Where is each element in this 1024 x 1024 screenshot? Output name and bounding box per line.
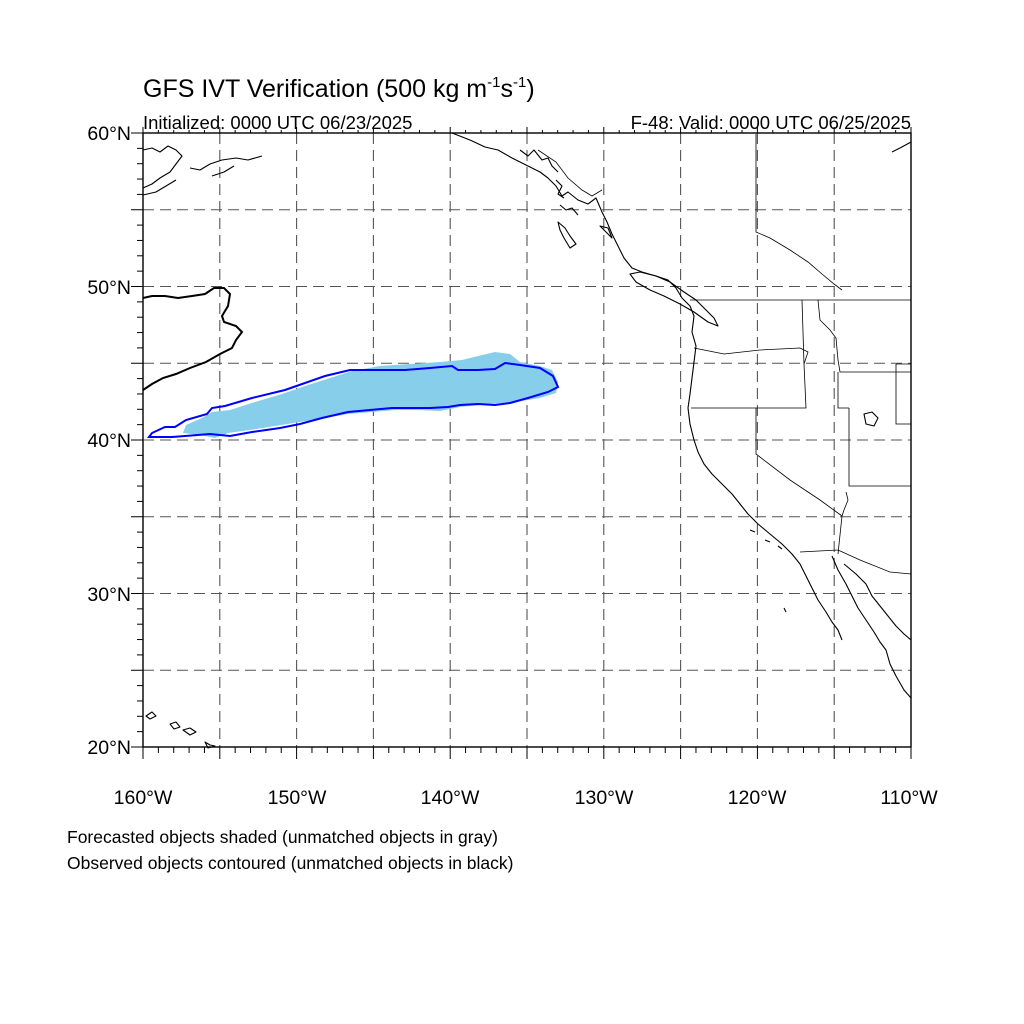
alaska-islands	[519, 149, 613, 249]
map-title: GFS IVT Verification (500 kg m-1s-1)	[143, 74, 535, 103]
valid-label: F-48: Valid: 0000 UTC 06/25/2025	[631, 112, 911, 133]
map-panel	[131, 127, 912, 759]
latitude-labels: 20°N 30°N 40°N 50°N 60°N	[87, 123, 131, 759]
canada-internal-borders	[537, 134, 843, 291]
lat-label-20: 20°N	[87, 737, 131, 759]
forecast-object	[183, 352, 558, 438]
wyoming-border	[895, 363, 911, 425]
california-nevada-border	[755, 408, 843, 517]
lon-label-120w: 120°W	[728, 787, 787, 809]
lon-label-160w: 160°W	[114, 787, 173, 809]
utah-border	[837, 372, 911, 487]
lon-label-130w: 130°W	[575, 787, 634, 809]
lon-label-110w: 110°W	[880, 787, 938, 809]
mexico-border	[799, 491, 912, 575]
lat-label-60: 60°N	[87, 123, 131, 145]
hawaii-islands	[145, 711, 216, 749]
lat-label-40: 40°N	[87, 430, 131, 452]
north-coastline	[891, 141, 912, 153]
forecast-note: Forecasted objects shaded (unmatched obj…	[67, 827, 498, 847]
political-borders	[537, 134, 912, 575]
great-salt-lake	[863, 411, 879, 427]
observed-object-contour	[147, 361, 560, 438]
longitude-labels: 160°W 150°W 140°W 130°W 120°W 110°W	[114, 787, 939, 809]
idaho-border	[801, 299, 911, 373]
vancouver-island	[629, 271, 719, 327]
north-america-coastline	[451, 132, 843, 641]
map-frame	[142, 132, 912, 748]
oregon-border	[691, 347, 809, 409]
baja-california	[831, 555, 912, 699]
observed-note: Observed objects contoured (unmatched ob…	[67, 853, 514, 873]
lat-label-30: 30°N	[87, 584, 131, 606]
coastlines	[142, 132, 912, 749]
alaska-mainland	[142, 145, 263, 196]
channel-islands	[749, 529, 787, 613]
lat-label-50: 50°N	[87, 277, 131, 299]
axis-ticks	[131, 127, 912, 759]
initialized-label: Initialized: 0000 UTC 06/23/2025	[143, 112, 412, 133]
unmatched-observed-object	[142, 287, 244, 391]
grid-lines	[143, 133, 911, 747]
lon-label-150w: 150°W	[268, 787, 327, 809]
lon-label-140w: 140°W	[421, 787, 480, 809]
